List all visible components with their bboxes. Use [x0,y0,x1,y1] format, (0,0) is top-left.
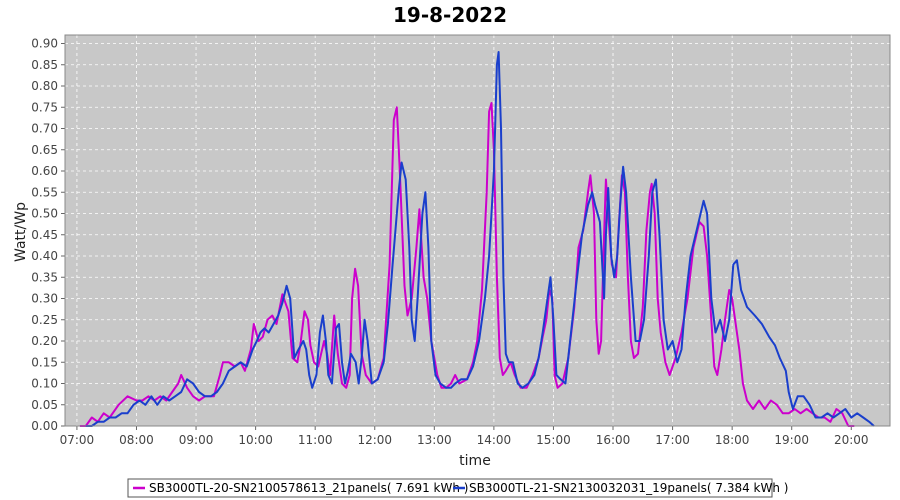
y-tick-label: 0.00 [31,419,58,433]
x-tick-label: 08:00 [119,433,154,447]
x-tick-label: 15:00 [536,433,571,447]
legend-box [127,478,773,498]
y-tick-label: 0.15 [31,355,58,369]
y-tick-label: 0.65 [31,143,58,157]
y-tick-label: 0.70 [31,122,58,136]
x-tick-label: 12:00 [357,433,392,447]
y-axis-ticks: 0.00 0.05 0.10 0.15 0.20 0.25 0.30 0.35 0.40 0.45… [31,37,65,433]
y-tick-label: 0.45 [31,228,58,242]
series-line-2 [85,51,875,427]
y-tick-label: 0.80 [31,79,58,93]
chart-title: 19-8-2022 [393,3,507,27]
y-tick-label: 0.10 [31,377,58,391]
y-axis-label: Watt/Wp [13,202,29,262]
series-lines [79,51,875,427]
y-tick-label: 0.20 [31,334,58,348]
x-tick-label: 14:00 [477,433,512,447]
series-line-1 [79,102,855,427]
y-tick-label: 0.05 [31,398,58,412]
y-tick-label: 0.35 [31,270,58,284]
plot-frame [64,34,891,427]
y-tick-label: 0.60 [31,164,58,178]
y-tick-label: 0.75 [31,100,58,114]
plot-area [65,35,890,426]
legend-label-series-1: SB3000TL-20-SN2100578613_21panels( 7.691… [149,481,468,495]
x-tick-label: 10:00 [238,433,273,447]
y-tick-label: 0.90 [31,37,58,51]
x-tick-label: 19:00 [774,433,809,447]
x-tick-label: 09:00 [179,433,214,447]
y-tick-label: 0.85 [31,58,58,72]
x-tick-label: 11:00 [298,433,333,447]
x-tick-label: 16:00 [596,433,631,447]
x-axis-label: time [459,453,491,469]
legend: SB3000TL-20-SN2100578613_21panels( 7.691… [127,478,788,498]
y-tick-label: 0.50 [31,207,58,221]
y-tick-label: 0.25 [31,313,58,327]
x-tick-label: 17:00 [655,433,690,447]
legend-label-series-2: SB3000TL-21-SN2130032031_19panels( 7.384… [469,481,788,495]
y-tick-label: 0.40 [31,249,58,263]
y-tick-label: 0.55 [31,185,58,199]
y-tick-label: 0.30 [31,292,58,306]
x-tick-label: 13:00 [417,433,452,447]
x-tick-label: 07:00 [60,433,95,447]
x-tick-label: 20:00 [834,433,869,447]
x-tick-label: 18:00 [715,433,750,447]
x-axis-ticks: 07:00 08:00 09:00 10:00 11:00 12:00 13:00 14:00… [60,426,869,447]
